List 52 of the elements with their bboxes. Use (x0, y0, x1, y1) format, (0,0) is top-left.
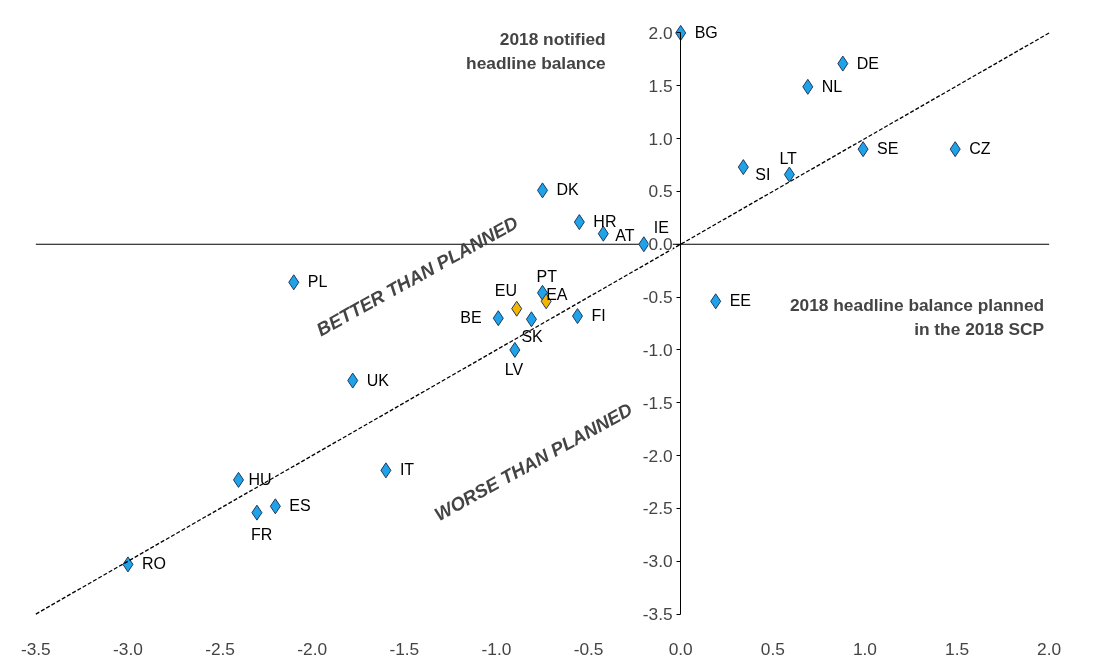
y-axis-title: 2018 notified headline balance (466, 28, 607, 73)
x-tick-label: 0.0 (668, 638, 693, 657)
annotation: EA (546, 286, 568, 304)
annotation: FI (591, 307, 606, 325)
y-tick-label: -0.5 (642, 287, 673, 308)
annotation: CZ (969, 140, 991, 158)
annotation: SK (521, 328, 544, 346)
x-axis-title: 2018 headline balance planned in the 2018 SCP (789, 295, 1045, 340)
annotation: SE (877, 140, 899, 158)
x-tick-label: 0.5 (760, 638, 785, 657)
y-tick-label: 1.5 (648, 75, 673, 96)
annotation: LV (504, 360, 524, 378)
annotation: BG (694, 23, 718, 41)
annotation: EE (729, 292, 752, 310)
y-tick-label: 1.0 (648, 128, 673, 149)
x-tick-label: -0.5 (573, 638, 604, 657)
annotation: AT (615, 226, 635, 244)
x-tick-label: -2.0 (297, 638, 328, 657)
annotation: HR (593, 213, 617, 231)
x-tick-label: -1.5 (389, 638, 420, 657)
x-tick-label: 1.5 (945, 638, 970, 657)
x-tick-label: -3.0 (113, 638, 143, 657)
x-tick-label: -2.5 (205, 638, 236, 657)
annotation: UK (366, 371, 390, 389)
y-tick-label: 0.5 (648, 181, 673, 202)
x-tick-label: -1.0 (481, 638, 512, 657)
x-tick-label: 1.0 (852, 638, 877, 657)
x-tick-label: -3.5 (20, 638, 51, 657)
y-tick-label: -1.0 (642, 339, 673, 360)
y-tick-label: 2.0 (648, 22, 673, 43)
annotation: RO (141, 555, 166, 573)
y-tick-label: -3.5 (642, 604, 673, 625)
x-tick-label: 2.0 (1037, 638, 1062, 657)
annotation: HU (248, 470, 272, 488)
annotation: DK (556, 181, 580, 199)
y-tick-label: -1.5 (642, 392, 673, 413)
annotation: SI (755, 166, 771, 184)
annotation: EU (494, 281, 517, 299)
annotation: ES (289, 497, 311, 515)
y-tick-label: -2.5 (642, 498, 673, 519)
annotation: LT (779, 149, 798, 167)
annotation: BE (460, 309, 482, 327)
annotation: PL (307, 273, 328, 291)
y-tick-label: -2.0 (642, 445, 673, 466)
annotation: FR (250, 525, 273, 543)
y-tick-label: -3.0 (642, 551, 673, 572)
annotation: IE (653, 219, 669, 237)
annotation: PT (536, 267, 558, 285)
y-tick-label: 0.0 (648, 234, 673, 255)
annotation: IT (399, 461, 415, 479)
annotation: NL (821, 77, 843, 95)
annotation: DE (856, 54, 880, 72)
